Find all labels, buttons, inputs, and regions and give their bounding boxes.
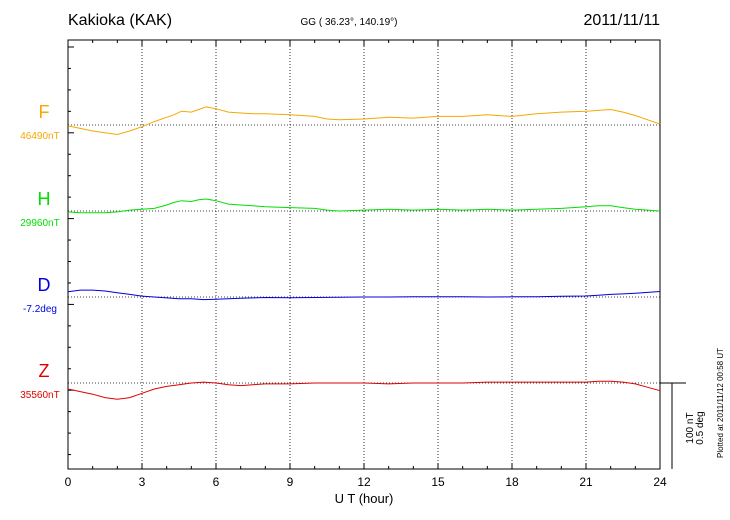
series-line-d — [67, 289, 661, 301]
station-title: Kakioka (KAK) — [68, 12, 172, 29]
coordinates-label: GG ( 36.23°, 140.19°) — [301, 17, 398, 28]
plot-frame — [67, 39, 661, 470]
series-baseline-z: 35560nT — [20, 390, 59, 401]
series-line-z — [67, 380, 661, 400]
series-name-f: F — [39, 102, 50, 122]
series-line-f — [67, 106, 661, 136]
x-tick-label: 9 — [287, 475, 294, 489]
x-tick-label: 6 — [213, 475, 220, 489]
series-labels: F 46490nT H 29960nT D -7.2deg Z 35560nT — [20, 102, 59, 401]
grid — [141, 40, 587, 469]
x-tick-label: 12 — [357, 475, 371, 489]
series-name-d: D — [38, 275, 51, 295]
series-baseline-d: -7.2deg — [23, 304, 57, 315]
scale-bar: 100 nT 0.5 deg — [660, 382, 706, 469]
series-baseline-h: 29960nT — [20, 218, 59, 229]
series-name-z: Z — [39, 361, 50, 381]
x-tick-label: 18 — [505, 475, 519, 489]
x-tick-label: 0 — [65, 475, 72, 489]
x-tick-label: 15 — [431, 475, 445, 489]
ticks — [67, 40, 661, 469]
scale-bar-nt: 100 nT — [685, 412, 696, 443]
series-line-h — [67, 198, 661, 214]
x-tick-labels: 0 3 6 9 12 15 18 21 24 — [65, 475, 667, 489]
x-tick-label: 3 — [139, 475, 146, 489]
x-tick-label: 24 — [653, 475, 667, 489]
scale-bar-deg: 0.5 deg — [695, 411, 706, 444]
series-baseline-f: 46490nT — [20, 131, 59, 142]
series-name-h: H — [38, 189, 51, 209]
x-axis-label: U T (hour) — [335, 491, 394, 506]
series-lines — [67, 106, 661, 400]
plotted-at-note: Plotted at 2011/11/12 00:58 UT — [716, 348, 725, 458]
x-tick-label: 21 — [579, 475, 593, 489]
date-label: 2011/11/11 — [583, 12, 660, 29]
